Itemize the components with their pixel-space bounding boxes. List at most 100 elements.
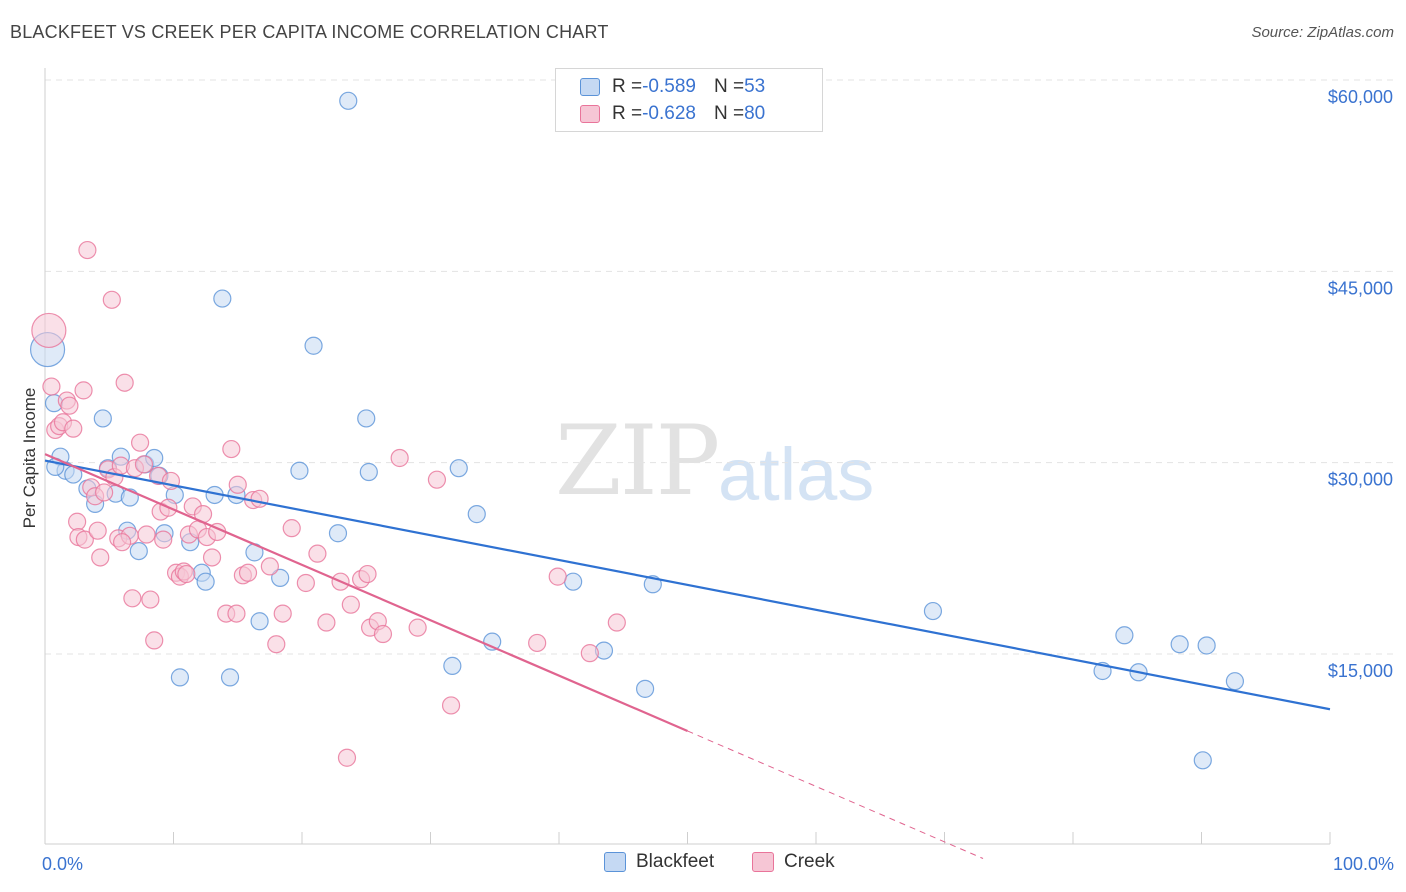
point-blackfeet — [1170, 635, 1189, 654]
point-creek — [60, 396, 79, 415]
series-label-creek: Creek — [784, 851, 835, 872]
point-creek — [134, 455, 154, 474]
point-creek — [260, 557, 279, 576]
legend-n-value: 53 — [744, 76, 766, 97]
point-blackfeet — [213, 289, 232, 308]
point-creek — [427, 470, 447, 489]
point-creek — [31, 312, 67, 349]
point-blackfeet — [443, 656, 462, 675]
x-tick-label: 100.0% — [1333, 854, 1394, 874]
point-blackfeet — [196, 572, 215, 591]
point-creek — [123, 589, 142, 608]
point-creek — [548, 567, 567, 586]
legend-swatch-blackfeet — [580, 78, 600, 96]
point-blackfeet — [923, 601, 943, 621]
point-blackfeet — [304, 336, 323, 355]
point-creek — [177, 564, 196, 584]
chart-title: BLACKFEET VS CREEK PER CAPITA INCOME COR… — [10, 22, 609, 42]
point-blackfeet — [93, 409, 112, 428]
watermark-atlas: atlas — [718, 433, 875, 516]
point-creek — [317, 613, 336, 632]
point-creek — [228, 475, 247, 494]
point-blackfeet — [449, 459, 468, 478]
point-creek — [95, 483, 114, 502]
point-creek — [337, 748, 357, 767]
point-blackfeet — [129, 541, 148, 561]
x-tick-label: 0.0% — [42, 854, 83, 874]
legend-r-label: R = — [612, 103, 643, 124]
series-label-blackfeet: Blackfeet — [636, 851, 715, 872]
point-creek — [91, 548, 110, 567]
chart-source: Source: ZipAtlas.com — [1251, 24, 1394, 41]
legend-r-value: -0.628 — [642, 103, 696, 124]
series-legend-creek: Creek — [752, 851, 835, 873]
point-creek — [112, 533, 132, 552]
point-creek — [308, 544, 327, 563]
point-blackfeet — [564, 572, 583, 591]
legend-n-label: N = — [713, 76, 745, 97]
legend-n-label: N = — [713, 103, 745, 124]
legend-row-blackfeet: R = -0.589 N = 53 — [580, 74, 765, 100]
point-creek — [154, 530, 173, 549]
point-creek — [88, 521, 107, 540]
point-blackfeet — [359, 462, 378, 482]
point-blackfeet — [357, 409, 376, 428]
series-swatch-blackfeet — [604, 852, 626, 872]
point-blackfeet — [339, 91, 358, 110]
point-creek — [250, 489, 269, 508]
point-blackfeet — [271, 568, 290, 587]
point-creek — [341, 595, 360, 614]
point-creek — [130, 433, 150, 452]
legend-r-label: R = — [612, 76, 643, 97]
point-creek — [145, 631, 164, 650]
y-tick-label: $15,000 — [1328, 661, 1393, 681]
trendline-dashed-creek — [687, 730, 984, 859]
y-axis-title: Per Capita Income — [20, 387, 39, 529]
trendline-blackfeet — [44, 459, 1331, 711]
point-blackfeet — [220, 668, 240, 687]
point-creek — [115, 373, 134, 392]
point-creek — [64, 419, 83, 438]
point-creek — [296, 573, 315, 593]
legend-n-value: 80 — [744, 103, 766, 124]
point-creek — [238, 563, 258, 582]
point-blackfeet — [1225, 672, 1245, 691]
point-blackfeet — [328, 524, 348, 543]
point-creek — [390, 448, 409, 468]
point-blackfeet — [1197, 636, 1216, 655]
point-creek — [273, 604, 292, 623]
point-creek — [528, 633, 547, 653]
point-creek — [282, 519, 301, 538]
legend-swatch-creek — [580, 105, 600, 123]
point-creek — [607, 613, 626, 632]
point-creek — [42, 377, 61, 396]
point-blackfeet — [1193, 751, 1212, 770]
legend-r-value: -0.589 — [642, 76, 696, 97]
point-blackfeet — [467, 505, 486, 524]
y-tick-label: $45,000 — [1328, 278, 1393, 298]
point-creek — [75, 530, 94, 549]
correlation-legend: R = -0.589 N = 53 R = -0.628 N = 80 — [555, 68, 823, 132]
point-creek — [202, 548, 222, 567]
point-creek — [102, 290, 121, 309]
point-blackfeet — [170, 668, 190, 687]
y-tick-label: $30,000 — [1328, 470, 1393, 490]
legend-row-creek: R = -0.628 N = 80 — [580, 101, 765, 127]
point-creek — [227, 604, 246, 623]
point-blackfeet — [635, 679, 655, 698]
trendline-creek — [44, 453, 688, 732]
point-creek — [441, 696, 461, 715]
point-creek — [408, 618, 427, 637]
point-creek — [78, 240, 97, 260]
point-creek — [141, 590, 160, 609]
y-tick-label: $60,000 — [1328, 87, 1393, 107]
point-creek — [267, 635, 286, 654]
point-creek — [137, 525, 156, 544]
point-creek — [68, 512, 87, 531]
point-creek — [358, 564, 377, 584]
point-blackfeet — [1115, 626, 1134, 645]
point-creek — [373, 624, 393, 644]
watermark-zip: ZIP — [555, 405, 720, 517]
point-blackfeet — [290, 461, 309, 480]
